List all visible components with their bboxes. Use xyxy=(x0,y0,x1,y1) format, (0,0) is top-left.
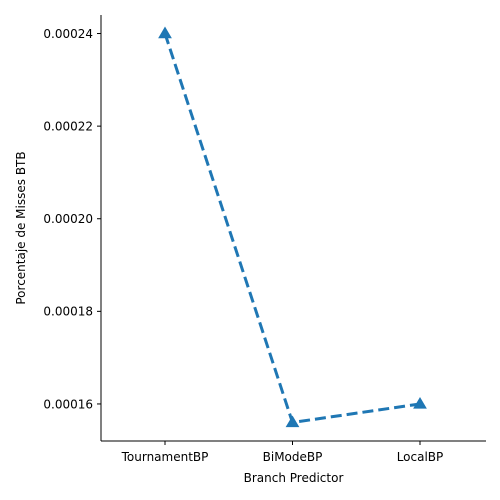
series-point-marker xyxy=(285,415,300,428)
y-tick-label: 0.00016 xyxy=(43,397,93,411)
x-axis-ticks: TournamentBP BiModeBP LocalBP xyxy=(121,441,444,464)
series-markers xyxy=(158,26,427,428)
series-line xyxy=(163,33,421,425)
y-axis-label: Porcentaje de Misses BTB xyxy=(14,151,28,304)
x-tick-label: LocalBP xyxy=(397,450,444,464)
series-point-marker xyxy=(158,26,172,39)
x-tick-label: TournamentBP xyxy=(121,450,209,464)
y-tick-label: 0.00020 xyxy=(43,212,93,226)
x-tick-label: BiModeBP xyxy=(263,450,323,464)
y-tick-label: 0.00018 xyxy=(43,305,93,319)
x-axis-label: Branch Predictor xyxy=(244,471,344,485)
y-tick-label: 0.00024 xyxy=(43,27,93,41)
y-tick-label: 0.00022 xyxy=(43,119,93,133)
y-axis-ticks: 0.00016 0.00018 0.00020 0.00022 0.00024 xyxy=(43,27,101,411)
series-point-marker xyxy=(413,396,427,409)
